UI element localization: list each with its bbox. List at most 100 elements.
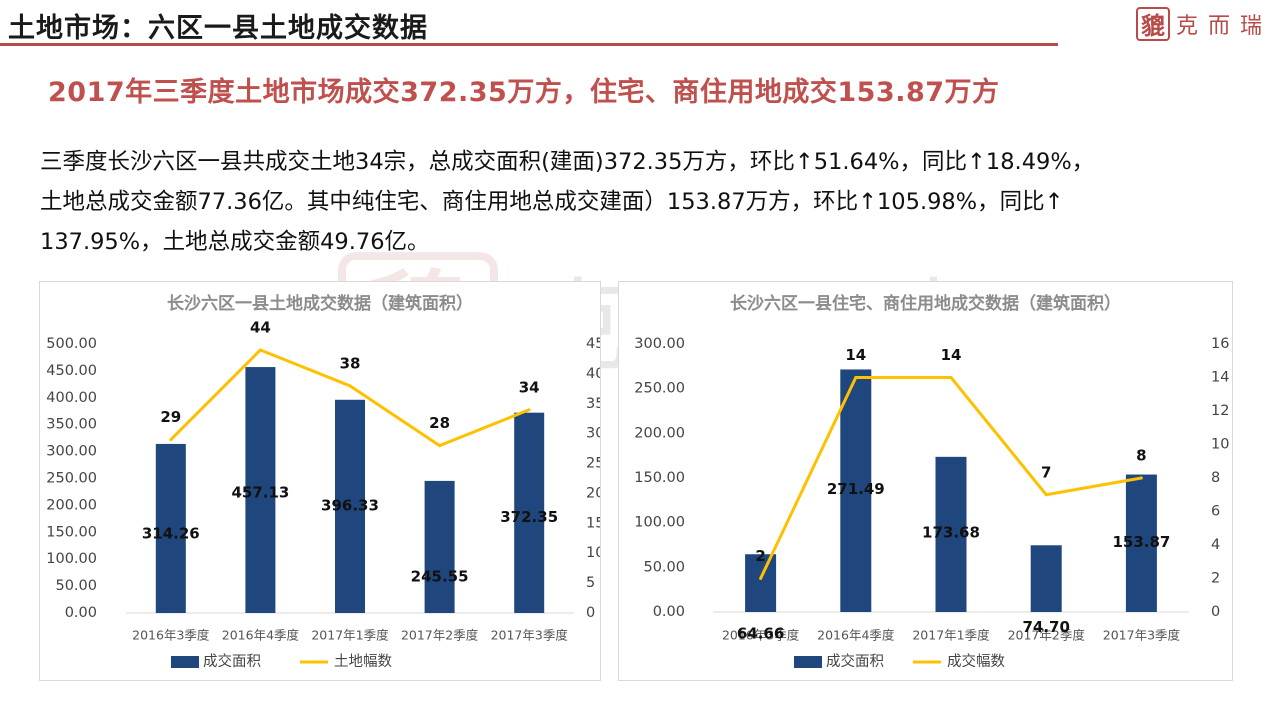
left-axis-tick-label: 500.00 — [46, 336, 97, 352]
left-axis-tick-label: 100.00 — [634, 515, 685, 531]
left-axis-tick-label: 200.00 — [634, 425, 685, 441]
right-axis-tick-label: 2 — [1211, 571, 1220, 587]
bar-data-label: 396.33 — [321, 496, 379, 514]
right-axis-tick-label: 6 — [1211, 504, 1220, 520]
x-axis-tick-label: 2017年3季度 — [491, 628, 569, 643]
x-axis-tick-label: 2016年4季度 — [222, 628, 300, 643]
left-axis-tick-label: 250.00 — [46, 471, 97, 487]
legend-bar-swatch — [171, 656, 199, 668]
line-data-label: 28 — [429, 414, 450, 432]
bar-data-label: 173.68 — [922, 523, 980, 541]
left-axis-tick-label: 0.00 — [653, 604, 685, 620]
line-data-label: 38 — [340, 354, 361, 372]
left-axis-tick-label: 50.00 — [55, 578, 97, 594]
line-data-label: 44 — [250, 318, 271, 336]
headline: 2017年三季度土地市场成交372.35万方，住宅、商住用地成交153.87万方 — [48, 77, 1000, 108]
bar-data-label: 314.26 — [142, 524, 200, 542]
summary-line: 三季度长沙六区一县共成交土地34宗，总成交面积(建面)372.35万方，环比↑5… — [40, 149, 1095, 175]
left-axis-tick-label: 100.00 — [46, 551, 97, 567]
line-data-label: 29 — [160, 408, 181, 426]
right-axis-tick-label: 40 — [586, 366, 600, 382]
x-axis-tick-label: 2017年1季度 — [912, 628, 990, 643]
title-divider — [0, 43, 1058, 46]
right-axis-tick-label: 8 — [1211, 470, 1220, 486]
bar — [245, 367, 276, 613]
line-data-label: 14 — [845, 346, 866, 364]
land-chart: 长沙六区一县土地成交数据（建筑面积） 0.00 50.00 100.00 150.00 2… — [46, 293, 600, 670]
line-data-label: 8 — [1136, 447, 1146, 465]
right-axis-tick-label: 35 — [586, 396, 600, 412]
right-axis-tick-label: 45 — [586, 336, 600, 352]
left-axis-tick-label: 150.00 — [46, 524, 97, 540]
seal-icon: 貔 — [1136, 7, 1170, 41]
bar-data-label: 245.55 — [411, 567, 469, 585]
legend-label: 成交面积 — [203, 652, 261, 670]
left-axis-tick-label: 250.00 — [634, 381, 685, 397]
left-axis-tick-label: 50.00 — [643, 559, 685, 575]
bar-data-label: 74.70 — [1022, 618, 1069, 636]
line-data-label: 2 — [755, 547, 765, 565]
right-axis-tick-label: 0 — [586, 605, 595, 621]
chart-panel-residential: 长沙六区一县住宅、商住用地成交数据（建筑面积） 0.00 50.00 100.00 15… — [618, 281, 1233, 681]
line-data-label: 14 — [941, 346, 962, 364]
chart-title: 长沙六区一县土地成交数据（建筑面积） — [167, 293, 473, 314]
bar — [155, 443, 186, 613]
bar-data-label: 372.35 — [500, 508, 558, 526]
x-axis-tick-label: 2017年2季度 — [401, 628, 479, 643]
residential-chart: 长沙六区一县住宅、商住用地成交数据（建筑面积） 0.00 50.00 100.00 15… — [634, 293, 1229, 670]
right-axis-tick-label: 5 — [586, 575, 595, 591]
x-axis-tick-label: 2016年3季度 — [132, 628, 210, 643]
summary-text: 三季度长沙六区一县共成交土地34宗，总成交面积(建面)372.35万方，环比↑5… — [40, 142, 1270, 262]
legend-label: 成交幅数 — [947, 652, 1005, 670]
bar — [1030, 545, 1062, 612]
bar — [745, 554, 777, 612]
right-axis-tick-label: 10 — [586, 545, 600, 561]
line-data-label: 7 — [1041, 463, 1051, 481]
bar-data-label: 153.87 — [1112, 533, 1170, 551]
line-point — [527, 408, 531, 412]
line-point — [258, 348, 262, 352]
page-title: 土地市场：六区一县土地成交数据 — [8, 13, 428, 44]
x-axis-tick-label: 2016年3季度 — [722, 628, 800, 643]
right-axis-tick-label: 15 — [586, 515, 600, 531]
left-axis-tick-label: 300.00 — [634, 336, 685, 352]
bar — [335, 399, 365, 613]
bar — [840, 369, 872, 612]
right-axis-tick-label: 14 — [1211, 370, 1229, 386]
right-axis-tick-label: 20 — [586, 485, 600, 501]
legend-label: 土地幅数 — [334, 653, 392, 670]
line-point — [169, 438, 173, 442]
bar-data-label: 271.49 — [827, 480, 885, 498]
line-point — [949, 376, 953, 379]
left-axis-tick-label: 450.00 — [46, 363, 97, 379]
chart-panel-land: 长沙六区一县土地成交数据（建筑面积） 0.00 50.00 100.00 150.00 2… — [39, 281, 601, 681]
bar-data-label: 457.13 — [231, 484, 289, 502]
x-axis-tick-label: 2017年2季度 — [1008, 628, 1086, 643]
brand-name: 克而瑞 — [1176, 14, 1273, 39]
bar — [935, 456, 967, 612]
left-axis-tick-label: 150.00 — [634, 470, 685, 486]
line-point — [348, 384, 352, 388]
left-axis-tick-label: 350.00 — [46, 417, 97, 433]
x-axis-tick-label: 2016年4季度 — [817, 628, 895, 643]
line-data-label: 34 — [519, 378, 540, 396]
right-axis-tick-label: 30 — [586, 426, 600, 442]
line-point — [1139, 476, 1143, 480]
line-point — [438, 444, 442, 448]
right-axis-tick-label: 0 — [1211, 604, 1220, 620]
left-axis-tick-label: 0.00 — [65, 605, 97, 621]
legend-bar-swatch — [794, 656, 822, 668]
summary-line: 土地总成交金额77.36亿。其中纯住宅、商住用地总成交建面）153.87万方，环… — [40, 189, 1064, 215]
right-axis-tick-label: 16 — [1211, 336, 1229, 352]
x-axis-tick-label: 2017年3季度 — [1103, 628, 1181, 643]
line-point — [854, 376, 858, 379]
x-axis-tick-label: 2017年1季度 — [311, 628, 389, 643]
right-axis-tick-label: 12 — [1211, 403, 1229, 419]
chart-title: 长沙六区一县住宅、商住用地成交数据（建筑面积） — [730, 293, 1121, 314]
left-axis-tick-label: 300.00 — [46, 444, 97, 460]
line-point — [759, 577, 763, 580]
bar — [514, 412, 545, 613]
bar-data-label: 64.66 — [737, 625, 784, 643]
left-axis-tick-label: 400.00 — [46, 390, 97, 406]
right-axis-tick-label: 10 — [1211, 437, 1229, 453]
